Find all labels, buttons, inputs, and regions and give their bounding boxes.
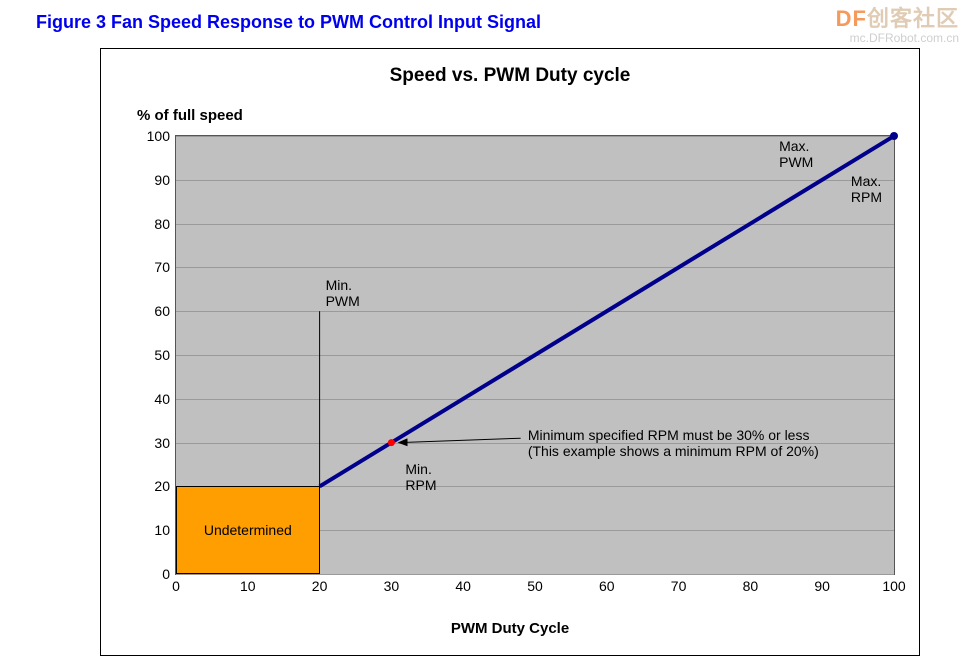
chart-title: Speed vs. PWM Duty cycle: [101, 65, 919, 87]
y-tick-label: 40: [136, 391, 176, 407]
watermark-prefix: DF: [836, 6, 867, 31]
plot-overlay: [176, 136, 894, 574]
x-tick-label: 60: [599, 574, 615, 594]
max-pwm-label: Max.PWM: [779, 138, 813, 170]
x-tick-label: 20: [312, 574, 328, 594]
y-tick-label: 90: [136, 172, 176, 188]
x-tick-label: 90: [814, 574, 830, 594]
watermark-sub: mc.DFRobot.com.cn: [836, 32, 959, 44]
x-tick-label: 10: [240, 574, 256, 594]
endpoint-dot: [890, 132, 898, 140]
watermark-main: DF创客社区: [836, 8, 959, 30]
x-tick-label: 80: [743, 574, 759, 594]
plot-area: 0102030405060708090100010203040506070809…: [175, 135, 895, 575]
x-tick-label: 70: [671, 574, 687, 594]
y-tick-label: 80: [136, 216, 176, 232]
min-rpm-label: Min.RPM: [405, 461, 436, 493]
x-tick-label: 100: [882, 574, 905, 594]
page: Figure 3 Fan Speed Response to PWM Contr…: [0, 0, 975, 669]
figure-title: Figure 3 Fan Speed Response to PWM Contr…: [36, 12, 541, 33]
y-tick-label: 30: [136, 435, 176, 451]
y-tick-label: 10: [136, 522, 176, 538]
x-tick-label: 0: [172, 574, 180, 594]
max-rpm-label: Max.RPM: [851, 173, 882, 205]
watermark-suffix: 创客社区: [867, 6, 959, 31]
y-axis-title: % of full speed: [137, 107, 243, 124]
chart-frame: Speed vs. PWM Duty cycle % of full speed…: [100, 48, 920, 656]
note-label: Minimum specified RPM must be 30% or les…: [528, 427, 819, 459]
y-tick-label: 20: [136, 478, 176, 494]
x-tick-label: 50: [527, 574, 543, 594]
y-tick-label: 70: [136, 259, 176, 275]
y-tick-label: 0: [136, 566, 176, 582]
y-tick-label: 100: [136, 128, 176, 144]
min-rpm-marker: [388, 439, 395, 446]
x-tick-label: 40: [455, 574, 471, 594]
note-arrow: [399, 438, 521, 442]
x-axis-title: PWM Duty Cycle: [101, 620, 919, 637]
min-pwm-label: Min.PWM: [326, 277, 360, 309]
y-tick-label: 50: [136, 347, 176, 363]
watermark: DF创客社区 mc.DFRobot.com.cn: [836, 8, 959, 44]
x-tick-label: 30: [384, 574, 400, 594]
y-tick-label: 60: [136, 303, 176, 319]
